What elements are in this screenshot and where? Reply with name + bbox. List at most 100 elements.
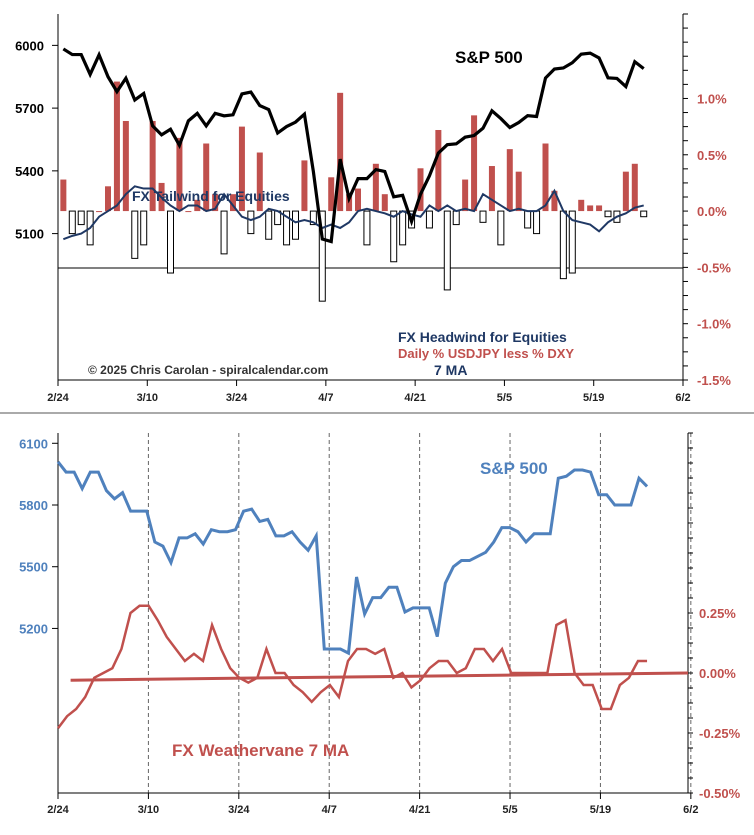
fx-bar	[176, 137, 183, 212]
fx-bar	[551, 190, 558, 212]
top-left-tick-label: 5700	[15, 101, 44, 116]
fx-bar	[622, 171, 629, 212]
fx-bar	[515, 171, 522, 212]
headwind-label: FX Headwind for Equities	[398, 329, 567, 345]
top-right-tick-label: -1.5%	[697, 373, 731, 388]
top-right-tick-label: 0.5%	[697, 148, 727, 163]
fx-bar	[167, 210, 174, 274]
fx-bar	[309, 210, 317, 226]
top-right-minor-ticks	[683, 13, 688, 381]
fx-bar	[301, 160, 308, 212]
bottom-left-tick-label: 6100	[19, 436, 48, 451]
fx-bar	[640, 210, 648, 218]
fx-bar	[435, 129, 442, 212]
tailwind-label: FX Tailwind for Equities	[132, 188, 290, 204]
fx-bar	[96, 211, 103, 213]
ma-series-label: 7 MA	[434, 362, 467, 378]
top-chart: 5100 5400 5700 6000 1.0% 0.5% 0.0% -0.5% -1.0% -…	[15, 13, 731, 404]
fx-bar	[417, 168, 424, 212]
top-x-tick-label: 6/2	[675, 392, 690, 404]
bottom-x-tick-label: 4/7	[322, 804, 337, 816]
bottom-right-tick-label: -0.25%	[699, 726, 741, 741]
fx-bar	[372, 163, 379, 212]
fx-bar	[140, 210, 148, 246]
fx-bar	[60, 179, 67, 212]
daily-series-label: Daily % USDJPY less % DXY	[398, 346, 574, 361]
fx-bar	[587, 205, 594, 212]
top-x-tick-label: 4/21	[404, 392, 425, 404]
fx-bar	[506, 149, 513, 212]
bottom-x-tick-label: 2/24	[47, 804, 69, 816]
fx-bar	[346, 194, 353, 212]
bottom-spx-line	[56, 460, 649, 656]
bottom-right-tick-label: 0.00%	[699, 666, 736, 681]
fx-bar	[131, 210, 139, 259]
fx-bar	[559, 210, 567, 280]
bottom-right-tick-label: 0.25%	[699, 606, 736, 621]
fx-bar	[596, 205, 603, 212]
top-x-ticks: 2/24 3/10 3/24 4/7 4/21 5/5 5/19 6/2	[47, 380, 691, 404]
fx-bar	[631, 163, 638, 212]
bottom-x-tick-label: 5/19	[590, 804, 611, 816]
top-left-tick-label: 5400	[15, 164, 44, 179]
top-x-tick-label: 3/10	[137, 392, 158, 404]
top-bars-group	[60, 81, 648, 302]
bottom-left-tick-label: 5800	[19, 498, 48, 513]
fx-bar	[238, 126, 245, 212]
top-right-tick-label: -1.0%	[697, 317, 731, 332]
fx-bar	[497, 210, 505, 246]
top-x-tick-label: 5/19	[583, 392, 604, 404]
bottom-left-ticks: 5200 5500 5800 6100	[19, 436, 58, 636]
fx-bar	[265, 210, 273, 240]
bottom-title: S&P 500	[480, 459, 548, 478]
fx-bar	[256, 152, 263, 212]
fx-bar	[363, 210, 371, 246]
fx-bar	[149, 120, 156, 212]
bottom-right-tick-label: -0.50%	[699, 786, 741, 801]
fx-bar	[399, 210, 407, 246]
fx-bar	[390, 210, 398, 263]
bottom-vertical-gridlines	[147, 433, 692, 793]
top-x-tick-label: 3/24	[226, 392, 248, 404]
bottom-x-tick-label: 3/10	[138, 804, 159, 816]
top-right-ticks: 1.0% 0.5% 0.0% -0.5% -1.0% -1.5%	[697, 91, 731, 388]
top-spx-line	[62, 47, 645, 244]
fx-bar	[77, 210, 85, 226]
bottom-x-tick-label: 5/5	[502, 804, 517, 816]
fx-bar	[220, 210, 228, 255]
bottom-weathervane-line	[57, 604, 648, 729]
top-x-tick-label: 5/5	[497, 392, 512, 404]
fx-bar	[122, 120, 129, 212]
fx-bar	[318, 210, 326, 302]
fx-bar	[462, 179, 469, 212]
top-right-tick-label: 1.0%	[697, 91, 727, 106]
top-left-tick-label: 5100	[15, 227, 44, 242]
fx-bar	[230, 194, 236, 212]
top-x-tick-label: 4/7	[318, 392, 333, 404]
fx-bar	[604, 210, 612, 218]
copyright-text: © 2025 Chris Carolan - spiralcalendar.co…	[88, 363, 328, 377]
top-title: S&P 500	[455, 48, 523, 67]
fx-bar	[425, 210, 433, 229]
bottom-left-tick-label: 5500	[19, 560, 48, 575]
fx-bar	[185, 211, 192, 213]
fx-bar	[471, 115, 478, 212]
weathervane-label: FX Weathervane 7 MA	[172, 741, 349, 760]
bottom-left-tick-label: 5200	[19, 621, 48, 636]
bottom-x-ticks: 2/24 3/10 3/24 4/7 4/21 5/5 5/19 6/2	[47, 793, 698, 816]
fx-bar	[542, 143, 549, 212]
fx-bar	[443, 210, 451, 291]
fx-bar	[488, 166, 495, 212]
bottom-right-ticks: 0.25% 0.00% -0.25% -0.50%	[699, 606, 741, 801]
fx-bar	[337, 92, 344, 212]
bottom-right-minor-ticks	[688, 432, 693, 794]
fx-bar	[578, 199, 585, 212]
fx-bar	[533, 210, 541, 235]
fx-bar	[479, 210, 487, 223]
top-x-tick-label: 2/24	[47, 392, 69, 404]
top-ma-line	[63, 185, 644, 241]
fx-bar	[452, 210, 460, 226]
bottom-x-tick-label: 3/24	[228, 804, 250, 816]
fx-bar	[524, 210, 532, 229]
fx-bar	[283, 210, 291, 246]
